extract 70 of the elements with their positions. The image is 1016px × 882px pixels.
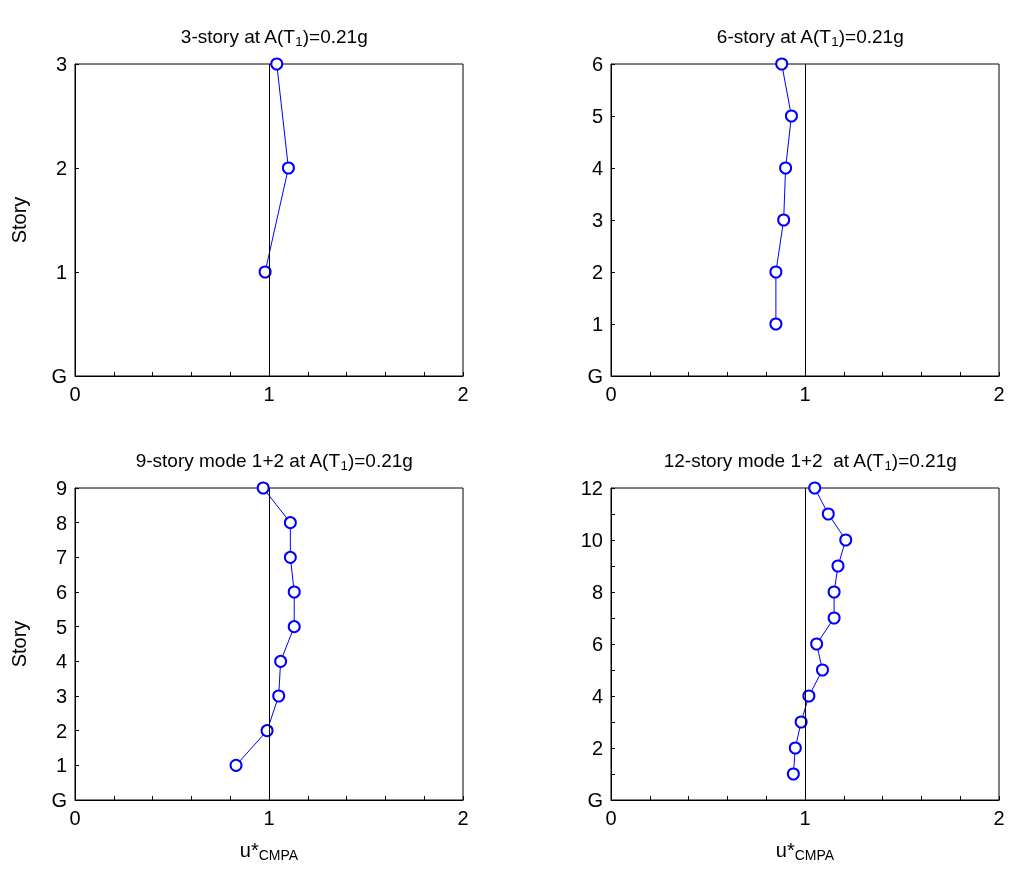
y-tick-label: 3 xyxy=(55,53,67,75)
point xyxy=(808,481,822,495)
x-tick-label: 0 xyxy=(605,383,617,405)
point xyxy=(831,559,845,573)
point xyxy=(786,767,800,781)
y-tick-label: 9 xyxy=(55,477,67,499)
y-tick-label: G xyxy=(51,789,67,811)
x-tick-label: 2 xyxy=(457,383,469,405)
y-tick-label: 2 xyxy=(591,737,603,759)
y-tick-label: 2 xyxy=(55,719,67,742)
point xyxy=(769,265,783,279)
point xyxy=(274,654,288,668)
point xyxy=(256,481,270,495)
x-tick-label: 0 xyxy=(69,807,81,829)
x-tick-label: 2 xyxy=(457,807,469,829)
y-tick-label: 5 xyxy=(591,105,603,127)
y-tick-label: 3 xyxy=(55,685,67,707)
y-tick-label: 3 xyxy=(591,209,603,231)
y-tick-label: 1 xyxy=(55,261,67,283)
point xyxy=(272,689,286,703)
y-tick-label: 6 xyxy=(591,53,603,75)
y-tick-label: 8 xyxy=(55,511,67,534)
x-tick-label: 1 xyxy=(263,807,275,829)
y-axis-title: Story xyxy=(8,620,30,668)
y-tick-label: 1 xyxy=(55,754,67,777)
y-tick-label: 7 xyxy=(55,546,67,569)
point xyxy=(827,585,841,599)
point xyxy=(794,715,808,729)
y-tick-label: 2 xyxy=(591,261,603,283)
y-tick-label: 12 xyxy=(580,477,603,499)
y-tick-label: 4 xyxy=(591,685,603,707)
y-tick-label: 6 xyxy=(591,633,603,655)
point xyxy=(779,161,793,175)
x-tick-label: 1 xyxy=(799,383,811,405)
point xyxy=(821,507,835,521)
x-tick-label: 2 xyxy=(993,383,1005,405)
x-tick-label: 0 xyxy=(69,383,81,405)
x-tick-label: 1 xyxy=(263,383,275,405)
point xyxy=(287,620,301,634)
y-tick-label: 8 xyxy=(591,581,603,603)
point xyxy=(784,109,798,123)
point xyxy=(283,516,297,530)
y-tick-label: 4 xyxy=(591,157,603,179)
point xyxy=(777,213,791,227)
y-tick-label: 6 xyxy=(55,581,67,603)
point xyxy=(810,637,824,651)
point xyxy=(827,611,841,625)
y-tick-label: G xyxy=(51,365,67,387)
point xyxy=(769,317,783,331)
point xyxy=(229,758,243,772)
point xyxy=(283,550,297,564)
x-tick-label: 0 xyxy=(605,807,617,829)
y-tick-label: G xyxy=(587,789,603,811)
y-tick-label: G xyxy=(587,365,603,387)
point xyxy=(775,57,789,71)
y-tick-label: 2 xyxy=(55,157,67,179)
point xyxy=(815,663,829,677)
y-tick-label: 5 xyxy=(55,615,67,638)
point xyxy=(839,533,853,547)
point xyxy=(287,585,301,599)
point xyxy=(258,265,272,279)
y-tick-label: 4 xyxy=(55,650,67,673)
y-tick-label: 10 xyxy=(580,529,603,551)
y-axis-title: Story xyxy=(8,196,30,244)
point xyxy=(281,161,295,175)
y-tick-label: 1 xyxy=(591,313,603,335)
point xyxy=(270,57,284,71)
point xyxy=(788,741,802,755)
x-tick-label: 2 xyxy=(993,807,1005,829)
x-tick-label: 1 xyxy=(799,807,811,829)
